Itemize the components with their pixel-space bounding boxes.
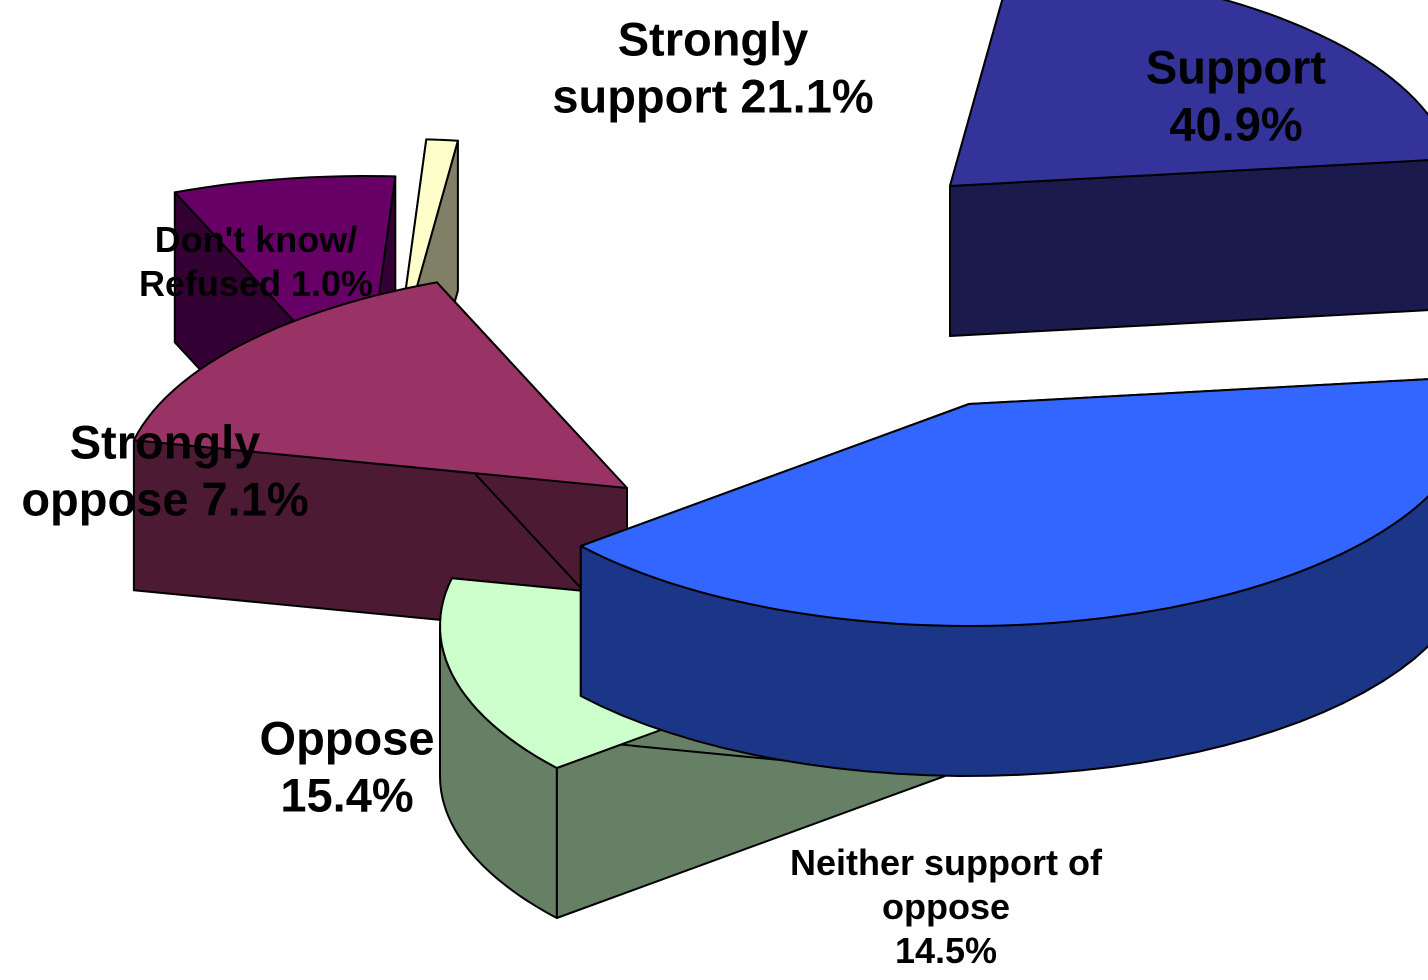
slice-strongly-support-top: [949, 0, 1428, 187]
slice-support-top: [579, 378, 1428, 627]
label-support: Support 40.9%: [1146, 39, 1326, 154]
label-oppose-line-2: 15.4%: [280, 769, 414, 822]
slice-strongly-support-wall-end: [949, 159, 1428, 337]
label-strongly-support-line-2: support 21.1%: [552, 70, 874, 123]
label-neither-line-1: Neither support of: [790, 842, 1102, 884]
slice-oppose-top: [132, 281, 628, 489]
label-strongly-oppose-line-2: oppose 7.1%: [21, 473, 309, 526]
label-neither-line-2: oppose: [881, 886, 1010, 928]
slice-support: [579, 378, 1428, 777]
label-oppose-line-1: Oppose: [259, 711, 435, 765]
label-dont-know: Don't know/ Refused 1.0%: [139, 218, 373, 306]
label-oppose: Oppose 15.4%: [260, 710, 435, 825]
label-strongly-oppose: Strongly oppose 7.1%: [21, 414, 308, 529]
label-support-line-1: Support: [1145, 40, 1327, 94]
label-support-line-2: 40.9%: [1169, 98, 1303, 151]
slice-strongly-support: [949, 0, 1428, 337]
label-strongly-support: Strongly support 21.1%: [552, 11, 873, 126]
label-neither: Neither support of oppose 14.5%: [790, 841, 1102, 973]
label-dont-know-line-1: Don't know/: [154, 219, 358, 261]
label-strongly-support-line-1: Strongly: [617, 12, 809, 66]
label-dont-know-line-2: Refused 1.0%: [138, 263, 374, 304]
label-neither-line-3: 14.5%: [894, 929, 998, 971]
label-strongly-oppose-line-1: Strongly: [69, 415, 261, 469]
